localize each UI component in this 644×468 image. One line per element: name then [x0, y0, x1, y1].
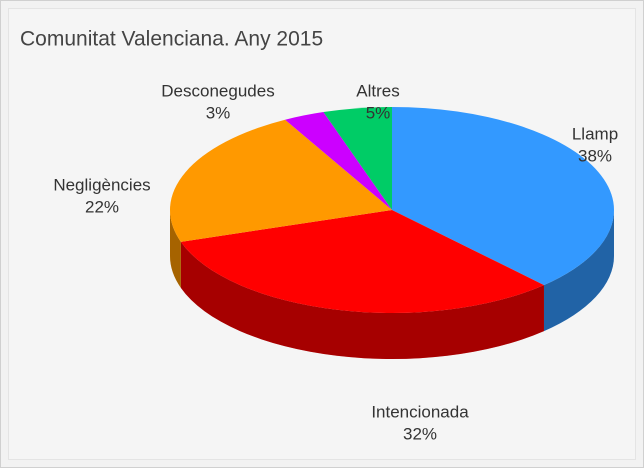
- slice-side: [170, 210, 181, 288]
- slice: [180, 210, 544, 314]
- slice-value-label: 32%: [403, 424, 437, 443]
- slice-value-label: 38%: [578, 146, 612, 165]
- slice-side: [180, 241, 544, 360]
- slice: [285, 112, 392, 210]
- slice-value-label: 5%: [366, 103, 391, 122]
- slice-label: Altres: [356, 81, 399, 100]
- slice: [169, 119, 392, 242]
- slice-value-label: 3%: [206, 103, 231, 122]
- slice-shade: [180, 241, 544, 360]
- slice-shade: [170, 210, 181, 288]
- slice-side: [543, 210, 614, 332]
- slice-label: Intencionada: [371, 402, 469, 421]
- slice-shade: [543, 210, 614, 332]
- slice-label: Negligències: [53, 175, 150, 194]
- slice-value-label: 22%: [85, 197, 119, 216]
- slice: [323, 107, 392, 210]
- slice: [392, 107, 615, 286]
- slice-label: Llamp: [572, 124, 618, 143]
- slice-label: Desconegudes: [161, 81, 274, 100]
- chart-title: Comunitat Valenciana. Any 2015: [20, 28, 323, 51]
